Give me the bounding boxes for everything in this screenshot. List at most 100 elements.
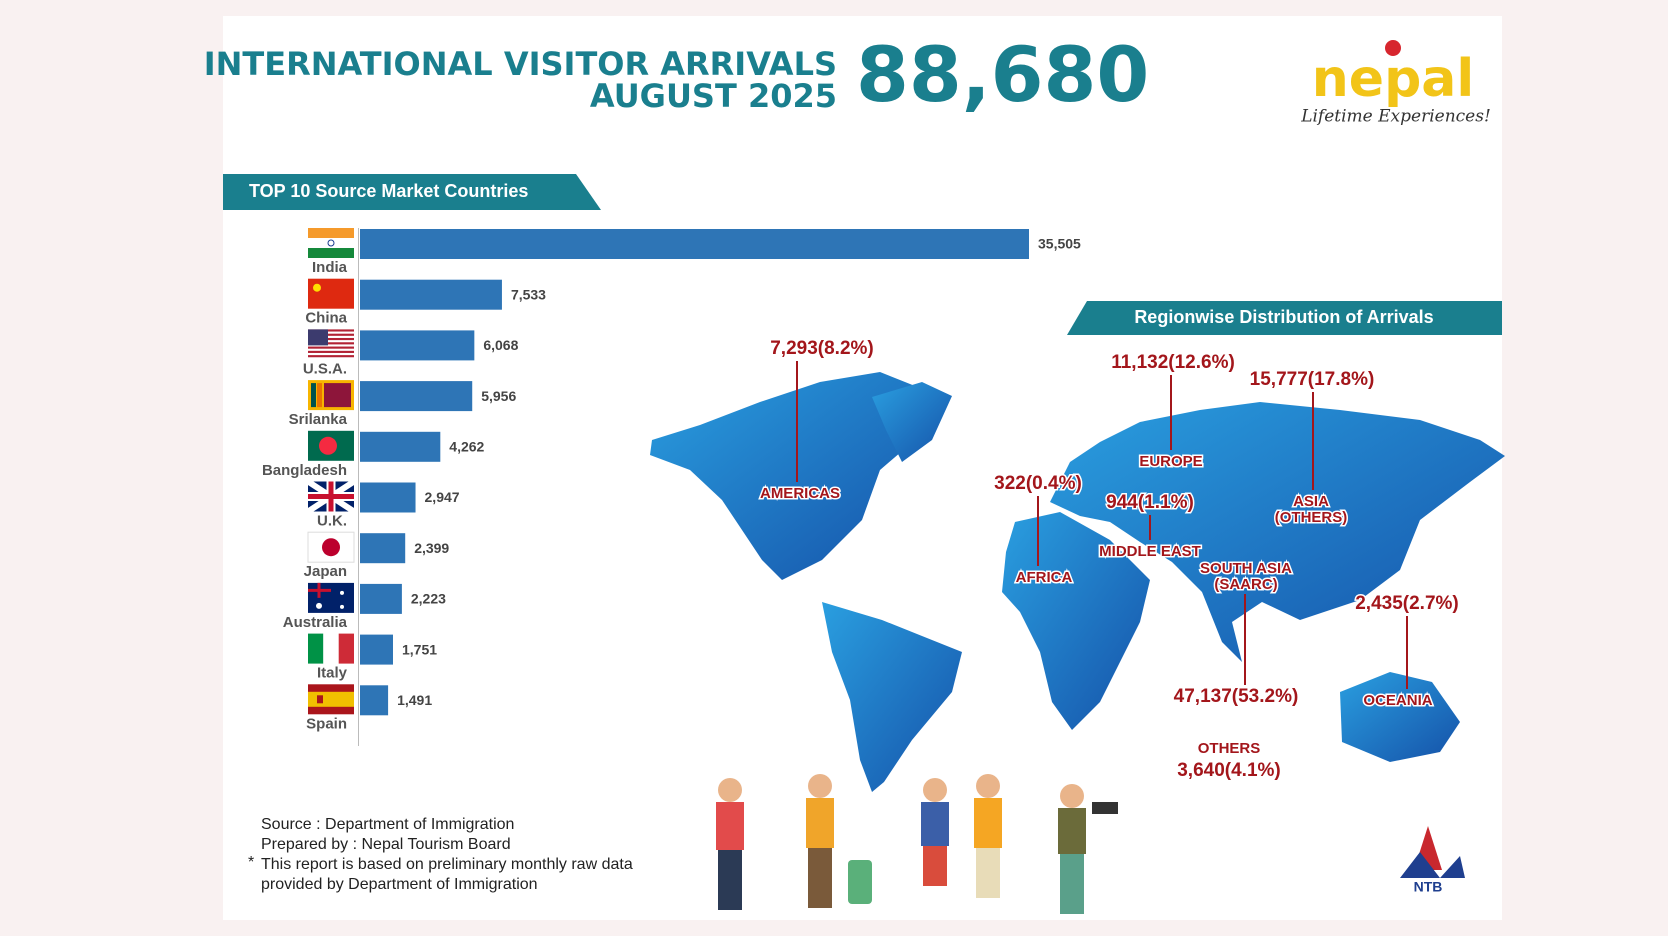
flag-part bbox=[319, 436, 337, 455]
bar bbox=[360, 431, 441, 462]
flag bbox=[308, 380, 354, 411]
flag bbox=[308, 228, 354, 258]
flag-part bbox=[317, 695, 323, 704]
bar bbox=[360, 583, 402, 614]
value-label: 7,533 bbox=[511, 286, 546, 302]
region-value: 944(1.1%) bbox=[1106, 492, 1194, 513]
prepared-by: Prepared by : Nepal Tourism Board bbox=[261, 836, 511, 853]
category-label: Japan bbox=[304, 563, 347, 580]
region-name: MIDDLE EAST bbox=[1099, 543, 1201, 560]
region-name: EUROPE bbox=[1139, 453, 1202, 470]
logo-name: nepal bbox=[1312, 49, 1474, 109]
region-value: 322(0.4%) bbox=[994, 473, 1082, 494]
flag-part bbox=[308, 346, 354, 349]
flag-part bbox=[327, 239, 335, 247]
bar bbox=[360, 229, 1029, 259]
region-name: SOUTH ASIA bbox=[1200, 560, 1292, 577]
category-label: Australia bbox=[283, 614, 348, 631]
flag-part bbox=[308, 337, 354, 341]
ntb-logo: NTB bbox=[1400, 826, 1465, 895]
flag bbox=[308, 582, 354, 613]
note-mark: * bbox=[248, 854, 254, 871]
flag-part bbox=[308, 582, 354, 613]
flag bbox=[306, 478, 356, 515]
value-label: 4,262 bbox=[449, 439, 484, 455]
flag-part bbox=[308, 350, 354, 353]
flag-part bbox=[308, 329, 328, 346]
category-label: China bbox=[305, 310, 347, 327]
flag-part bbox=[308, 228, 354, 238]
flag-part bbox=[308, 691, 354, 707]
region-value: 3,640(4.1%) bbox=[1177, 760, 1281, 781]
category-label: Italy bbox=[317, 665, 348, 682]
region-name: (OTHERS) bbox=[1275, 509, 1348, 526]
agency-name: NTB bbox=[1414, 879, 1443, 895]
region-value: 47,137(53.2%) bbox=[1174, 686, 1299, 707]
flag-part bbox=[308, 238, 354, 248]
logo-dot bbox=[1385, 40, 1401, 56]
flag bbox=[308, 633, 354, 664]
title-line-1: INTERNATIONAL VISITOR ARRIVALS bbox=[204, 45, 837, 83]
flag-part bbox=[308, 333, 354, 336]
flag bbox=[308, 430, 354, 461]
flag-part bbox=[308, 355, 354, 358]
category-label: Srilanka bbox=[289, 411, 348, 428]
value-label: 6,068 bbox=[483, 337, 518, 353]
bar bbox=[360, 381, 473, 412]
value-label: 2,399 bbox=[414, 540, 449, 556]
flag-part bbox=[316, 602, 322, 609]
category-label: India bbox=[312, 259, 348, 276]
region-banner bbox=[1067, 301, 1502, 335]
region-value: 7,293(8.2%) bbox=[770, 338, 874, 359]
flag-part bbox=[308, 481, 354, 512]
region-value: 11,132(12.6%) bbox=[1111, 352, 1235, 373]
logo-tagline: Lifetime Experiences! bbox=[1300, 107, 1491, 127]
bar bbox=[360, 533, 406, 564]
chart-title: TOP 10 Source Market Countries bbox=[249, 181, 528, 201]
category-label: Bangladesh bbox=[262, 462, 347, 479]
region-name: (SAARC) bbox=[1214, 576, 1277, 593]
flag-part bbox=[308, 248, 354, 258]
flag-part bbox=[308, 278, 354, 309]
category-label: Spain bbox=[306, 715, 347, 732]
region-value: 2,435(2.7%) bbox=[1355, 593, 1459, 614]
region-name: AFRICA bbox=[1016, 569, 1073, 586]
bar bbox=[360, 279, 502, 310]
world-map bbox=[650, 372, 1505, 792]
flag-part bbox=[338, 633, 354, 664]
flag-part bbox=[323, 633, 339, 664]
source: Source : Department of Immigration bbox=[261, 816, 514, 833]
region-value: 15,777(17.8%) bbox=[1250, 369, 1375, 390]
value-label: 2,223 bbox=[411, 591, 446, 607]
category-label: U.K. bbox=[317, 512, 347, 529]
region-name: OCEANIA bbox=[1363, 692, 1432, 709]
flag bbox=[307, 531, 355, 563]
value-label: 35,505 bbox=[1038, 236, 1081, 252]
flag bbox=[308, 684, 354, 715]
region-labels: AMERICAS 7,293(8.2%) EUROPE 11,132(12.6%) AS… bbox=[758, 337, 1460, 783]
region-name: OTHERS bbox=[1198, 740, 1261, 757]
bar bbox=[360, 634, 393, 665]
region-name: AMERICAS bbox=[760, 485, 840, 502]
title-line-2: AUGUST 2025 bbox=[590, 77, 837, 115]
flag-part bbox=[308, 582, 331, 598]
total-arrivals: 88,680 bbox=[856, 30, 1149, 119]
value-label: 5,956 bbox=[481, 388, 516, 404]
category-label: U.S.A. bbox=[303, 360, 347, 377]
flag-part bbox=[340, 590, 344, 595]
bar bbox=[360, 685, 389, 716]
bar bbox=[360, 482, 416, 513]
flag-part bbox=[340, 604, 344, 609]
flag-part bbox=[308, 329, 354, 332]
region-title: Regionwise Distribution of Arrivals bbox=[1134, 307, 1433, 327]
flag bbox=[308, 278, 354, 309]
region-name: ASIA bbox=[1293, 493, 1329, 510]
note-line: provided by Department of Immigration bbox=[261, 876, 538, 893]
bar bbox=[360, 330, 475, 361]
flag-part bbox=[311, 383, 316, 408]
flag-part bbox=[308, 342, 354, 345]
flag-part bbox=[313, 283, 321, 292]
chart-banner bbox=[223, 174, 601, 210]
value-label: 1,751 bbox=[402, 641, 437, 657]
